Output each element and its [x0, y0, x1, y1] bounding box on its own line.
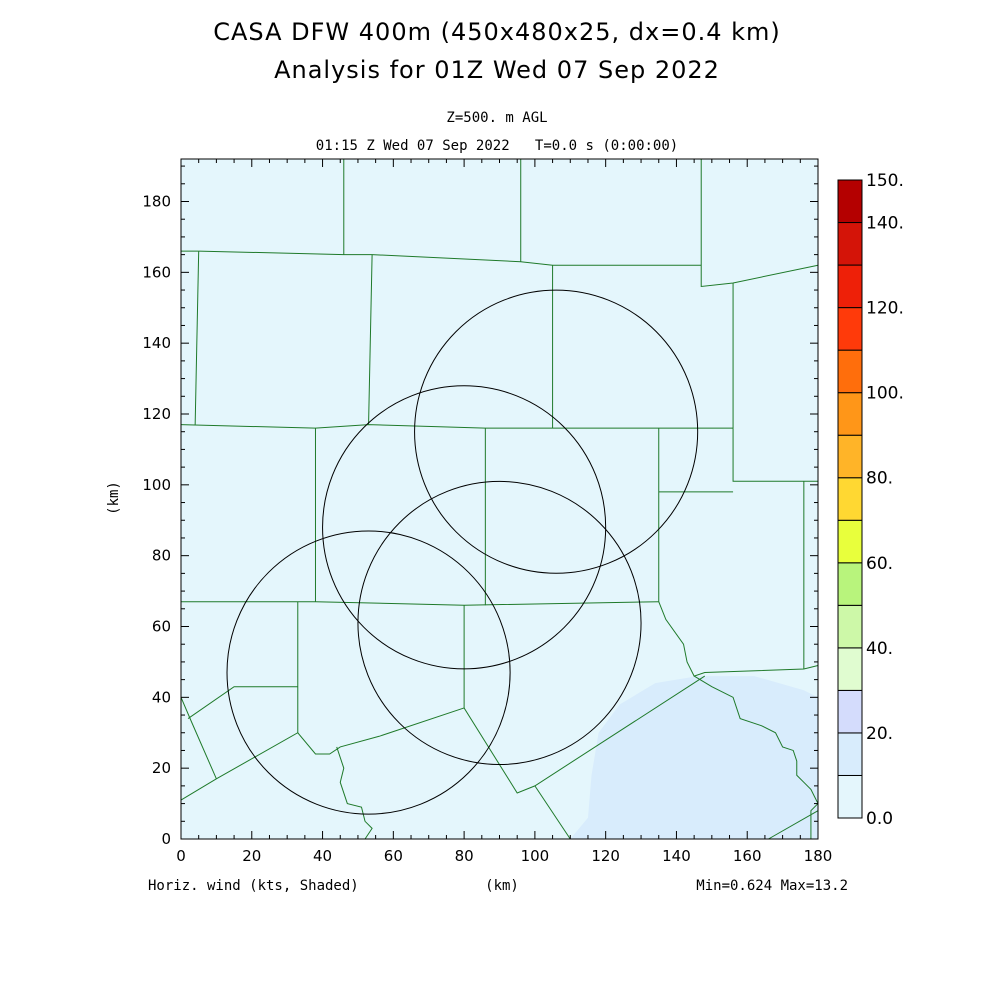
y-tick-label: 40	[152, 688, 171, 706]
x-tick-label: 100	[521, 847, 550, 865]
colorbar-label: 150.	[866, 171, 904, 191]
x-tick-label: 180	[804, 847, 833, 865]
y-tick-label: 20	[152, 759, 171, 777]
x-tick-label: 20	[242, 847, 261, 865]
wind-speed-region	[570, 676, 818, 839]
county-boundary-line	[368, 254, 373, 425]
y-tick-label: 100	[142, 476, 171, 494]
colorbar-label: 120.	[866, 299, 904, 319]
county-boundary-line	[658, 601, 819, 677]
radar-range-ring	[357, 480, 642, 766]
colorbar-label: 40.	[866, 639, 893, 659]
plot-area	[180, 158, 819, 840]
county-boundary-line	[180, 675, 706, 801]
axis-tick-labels: 0 20 40 60 80 100 120 140 160 180 0 20 40 60 80 100 120 1…	[142, 193, 832, 866]
x-tick-label: 160	[733, 847, 762, 865]
colorbar-segment	[837, 264, 863, 309]
y-tick-label: 60	[152, 618, 171, 636]
x-tick-label: 80	[455, 847, 474, 865]
x-axis-label: (km)	[485, 878, 519, 894]
colorbar	[837, 179, 863, 819]
county-boundary-line	[181, 601, 659, 606]
y-tick-label: 120	[142, 405, 171, 423]
colorbar-segment	[837, 392, 863, 436]
level-label: Z=500. m AGL	[446, 110, 547, 126]
county-boundary-line	[180, 697, 217, 779]
colorbar-labels: 0.0 20. 40. 60. 80. 100. 120. 140. 150.	[866, 171, 904, 829]
colorbar-segment	[837, 689, 863, 734]
x-tick-label: 60	[384, 847, 403, 865]
x-tick-label: 120	[591, 847, 620, 865]
radar-range-ring	[226, 530, 511, 815]
colorbar-segment	[837, 434, 863, 479]
colorbar-segment	[837, 562, 863, 606]
radar-range-rings	[226, 289, 699, 815]
x-tick-label: 40	[313, 847, 332, 865]
colorbar-label: 100.	[866, 384, 904, 404]
colorbar-segment	[837, 179, 863, 224]
colorbar-segment	[837, 349, 863, 394]
colorbar-segment	[837, 307, 863, 351]
y-tick-label: 80	[152, 547, 171, 565]
colorbar-segment	[837, 604, 863, 649]
y-tick-label: 0	[161, 830, 171, 848]
colorbar-frame	[837, 179, 863, 819]
county-boundary-line	[336, 746, 373, 840]
time-label: 01:15 Z Wed 07 Sep 2022 T=0.0 s (0:00:00…	[316, 138, 678, 154]
y-tick-label: 140	[142, 334, 171, 352]
y-tick-label: 180	[142, 193, 171, 211]
county-boundary-line	[534, 785, 571, 840]
county-boundary-line	[810, 803, 819, 839]
county-boundary-line	[693, 675, 819, 804]
colorbar-label: 60.	[866, 554, 893, 574]
colorbar-label: 80.	[866, 469, 893, 489]
radar-range-ring	[322, 385, 607, 670]
colorbar-label: 20.	[866, 724, 893, 744]
figure-title-line1: CASA DFW 400m (450x480x25, dx=0.4 km)	[213, 18, 781, 46]
figure-title-line2: Analysis for 01Z Wed 07 Sep 2022	[274, 56, 720, 84]
county-boundaries	[180, 159, 819, 840]
county-boundary-line	[768, 810, 819, 840]
county-boundary-line	[198, 250, 702, 266]
colorbar-segment	[837, 222, 863, 266]
colorbar-segment	[837, 477, 863, 521]
y-axis-label: (km)	[106, 481, 122, 515]
county-boundary-line	[194, 251, 200, 425]
county-boundary-line	[732, 428, 818, 482]
colorbar-segment	[837, 774, 863, 819]
x-tick-label: 140	[662, 847, 691, 865]
x-tick-label: 0	[176, 847, 186, 865]
colorbar-label: 140.	[866, 214, 904, 234]
radar-range-ring	[414, 289, 699, 574]
colorbar-segment	[837, 732, 863, 776]
colorbar-segment	[837, 519, 863, 564]
colorbar-segment	[837, 647, 863, 691]
y-tick-label: 160	[142, 263, 171, 281]
county-boundary-line	[187, 686, 298, 719]
shaded-variable-label: Horiz. wind (kts, Shaded)	[148, 878, 359, 894]
plot-frame	[180, 158, 819, 840]
min-max-label: Min=0.624 Max=13.2	[696, 878, 848, 894]
colorbar-label: 0.0	[866, 809, 893, 829]
county-boundary-line	[700, 159, 819, 288]
